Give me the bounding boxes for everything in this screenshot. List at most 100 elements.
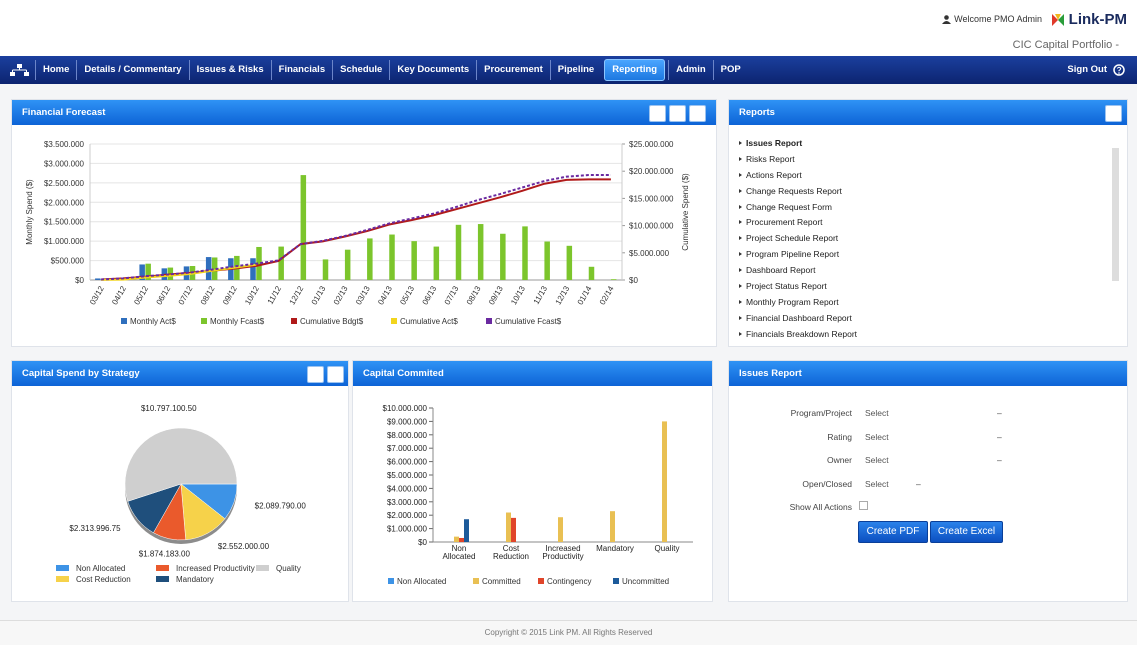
nav-item[interactable]: Financials [270,60,332,80]
panel-title: Financial Forecast [12,100,716,125]
logo: Link-PM [1050,11,1127,28]
report-link[interactable]: Actions Report [739,170,857,186]
y-tick-label: $2.000.000 [44,198,85,207]
sitemap-icon[interactable] [5,63,35,77]
report-link[interactable]: Procurement Report [739,217,857,233]
nav-item[interactable]: Schedule [332,60,389,80]
financial-forecast-panel: Financial Forecast $0 $500.000 $1.000.000 $… [11,99,717,347]
report-link[interactable]: Risks Report [739,154,857,170]
nav-item[interactable]: Admin [668,60,713,80]
legend-swatch [56,576,69,582]
bar [250,258,256,280]
x-tick-label: 11/13 [532,284,550,306]
legend-label: Committed [482,577,521,586]
x-tick-label: 08/12 [199,284,217,306]
bar-chart: $0 $1.000.000 $2.000.000 $3.000.000 $4.000.0… [383,404,693,586]
y2-tick-label: $20.000.000 [629,167,674,176]
x-tick-label: 01/13 [310,284,328,306]
logo-text: Link-PM [1068,11,1127,28]
x-tick-label: 05/13 [398,284,416,306]
report-link[interactable]: Project Schedule Report [739,233,857,249]
checkbox[interactable] [859,501,868,510]
create-pdf-button[interactable]: Create PDF [858,521,928,543]
report-link[interactable]: Dashboard Report [739,265,857,281]
nav-item[interactable]: Issues & Risks [188,60,271,80]
legend-swatch [156,576,169,582]
bar [500,233,506,280]
report-link[interactable]: Program Pipeline Report [739,249,857,265]
field-select[interactable]: Select [865,431,889,442]
bar [511,517,516,542]
nav-item[interactable]: Procurement [476,60,550,80]
report-link[interactable]: Financials Breakdown Report [739,329,857,345]
y-tick-label: $7.000.000 [387,444,428,453]
chart-button[interactable] [1105,105,1122,122]
bar [344,249,351,280]
nav-bar: Home Details / Commentary Issues & Risks Fi… [0,56,1137,84]
y2-tick-label: $10.000.000 [629,222,674,231]
y-tick-label: $9.000.000 [387,417,428,426]
prev-button[interactable] [307,366,324,383]
legend-swatch [56,565,69,571]
slice-value-label: $2.552.000.00 [218,542,270,551]
nav-item[interactable]: Key Documents [389,60,476,80]
report-link[interactable]: Issues Report [739,138,857,154]
x-tick-label: 08/13 [465,284,483,306]
field-select[interactable]: Select [865,408,889,418]
nav-item[interactable]: Details / Commentary [76,60,188,80]
bar [95,278,101,280]
portfolio[interactable]: CIC Capital Portfolio - [1012,39,1119,51]
field-select[interactable]: Select [865,478,889,489]
bar [464,519,469,542]
bar [459,537,464,542]
x-tick-label: Quality [655,544,680,553]
x-tick-label: Increased Productivity [542,544,583,561]
bar [566,245,573,280]
help-icon[interactable] [1113,64,1125,76]
next-button[interactable] [689,105,706,122]
legend-swatch [391,318,397,324]
x-tick-label: 09/12 [221,284,239,306]
report-link[interactable]: Financial Dashboard Report [739,313,857,329]
bar [367,238,373,280]
nav-item[interactable]: Reporting [604,59,666,81]
scrollbar[interactable] [1112,148,1119,281]
dropdown-arrow: – [997,431,1002,442]
x-tick-label: 09/13 [487,284,505,306]
y-tick-label: $500.000 [51,257,85,266]
legend-swatch [156,565,169,571]
report-link[interactable]: Project Status Report [739,281,857,297]
edit-button[interactable] [649,105,666,122]
nav-item[interactable]: POP [712,60,748,80]
legend-label: Monthly Fcast$ [210,317,265,326]
field-select[interactable]: Select [865,455,889,465]
sign-out[interactable]: Sign Out [1067,64,1107,75]
create-excel-button[interactable]: Create Excel [930,521,1003,543]
x-tick-label: 02/14 [598,284,616,306]
field-label: Rating [827,431,852,442]
legend-label: Non Allocated [397,577,446,586]
legend-label: Mandatory [176,575,214,584]
x-tick-label: 05/12 [132,284,150,306]
bar [256,246,262,280]
bar [662,421,667,542]
slice-value-label: $1.874.183.00 [139,549,191,558]
report-link[interactable]: Change Request Form [739,202,857,218]
x-tick-label: 03/13 [354,284,372,306]
next-button[interactable] [327,366,344,383]
user-icon [942,14,952,24]
nav-item[interactable]: Home [35,60,76,80]
prev-button[interactable] [669,105,686,122]
legend-swatch [201,318,207,324]
legend-swatch [486,318,492,324]
bar [322,259,329,280]
y-tick-label: $1.500.000 [44,218,85,227]
x-tick-label: 10/12 [243,284,261,306]
y2-tick-label: $25.000.000 [629,140,674,149]
bar [558,517,563,542]
x-tick-label: 04/12 [110,284,128,306]
nav-item[interactable]: Pipeline [549,60,601,80]
issues-report-panel: Issues Report Program/Project Select – Rati… [728,360,1128,602]
report-link[interactable]: Monthly Program Report [739,297,857,313]
report-link[interactable]: Change Requests Report [739,186,857,202]
